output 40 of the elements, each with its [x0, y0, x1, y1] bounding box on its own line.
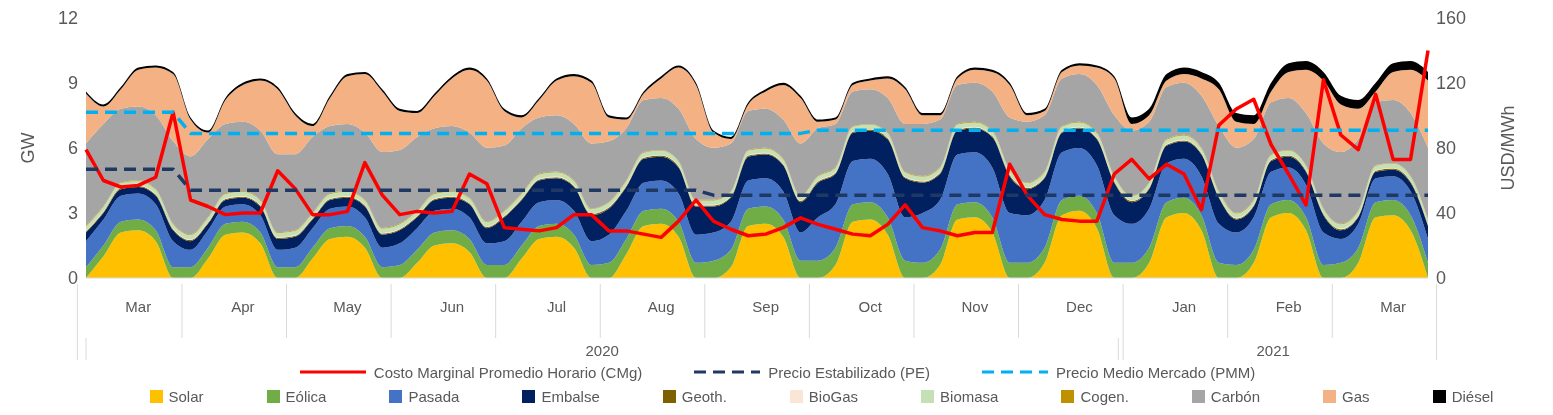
- axis-divider: Jul: [547, 298, 567, 315]
- y-tick-label: 12: [57, 8, 78, 29]
- legend-label: Eólica: [285, 387, 327, 405]
- y-tick-label: 9: [67, 73, 78, 94]
- y2-tick-label: 0: [1436, 268, 1447, 289]
- legend-label: Geoth.: [681, 387, 727, 405]
- line-series: [84, 48, 1430, 240]
- y-tick-label: 3: [67, 203, 78, 224]
- legend-label: Diésel: [1451, 387, 1494, 405]
- axis-divider: Dec: [1066, 298, 1093, 315]
- axis-divider: May: [333, 298, 362, 315]
- y2-tick-label: 80: [1436, 138, 1457, 159]
- y2-tick-label: 120: [1436, 73, 1467, 94]
- axis-divider: Mar: [1380, 298, 1407, 315]
- legend-label: Precio Estabilizado (PE): [768, 363, 930, 381]
- axis-divider: Nov: [961, 298, 989, 315]
- legend-label: Pasada: [408, 387, 460, 405]
- axis-divider: Aug: [647, 298, 675, 315]
- y2-tick-label: 40: [1436, 203, 1457, 224]
- axis-divider: Sep: [752, 298, 780, 315]
- y2-tick-label: 160: [1436, 8, 1467, 29]
- legend-label: Cogen.: [1080, 387, 1129, 405]
- legend-label: Embalse: [541, 387, 600, 405]
- legend-label: Gas: [1342, 387, 1370, 405]
- axis-divider: Oct: [858, 298, 882, 315]
- legend-label: Solar: [168, 387, 204, 405]
- y-tick-label: 0: [67, 268, 78, 289]
- axis-divider: Jan: [1171, 298, 1197, 315]
- axis-divider: Jun: [439, 298, 465, 315]
- legend-label: BioGas: [808, 387, 859, 405]
- legend-label: Biomasa: [940, 387, 999, 405]
- legend-label: Precio Medio Mercado (PMM): [1055, 363, 1256, 381]
- y-axis-title: GW: [18, 132, 39, 164]
- axis-divider: Apr: [231, 298, 255, 315]
- legend-label: Carbón: [1210, 387, 1261, 405]
- y2-axis-title: USD/MWh: [1498, 105, 1519, 191]
- y-tick-label: 6: [67, 138, 78, 159]
- axis-divider: Mar: [125, 298, 152, 315]
- legend-label: Costo Marginal Promedio Horario (CMg): [373, 363, 643, 381]
- axis-divider: Feb: [1275, 298, 1302, 315]
